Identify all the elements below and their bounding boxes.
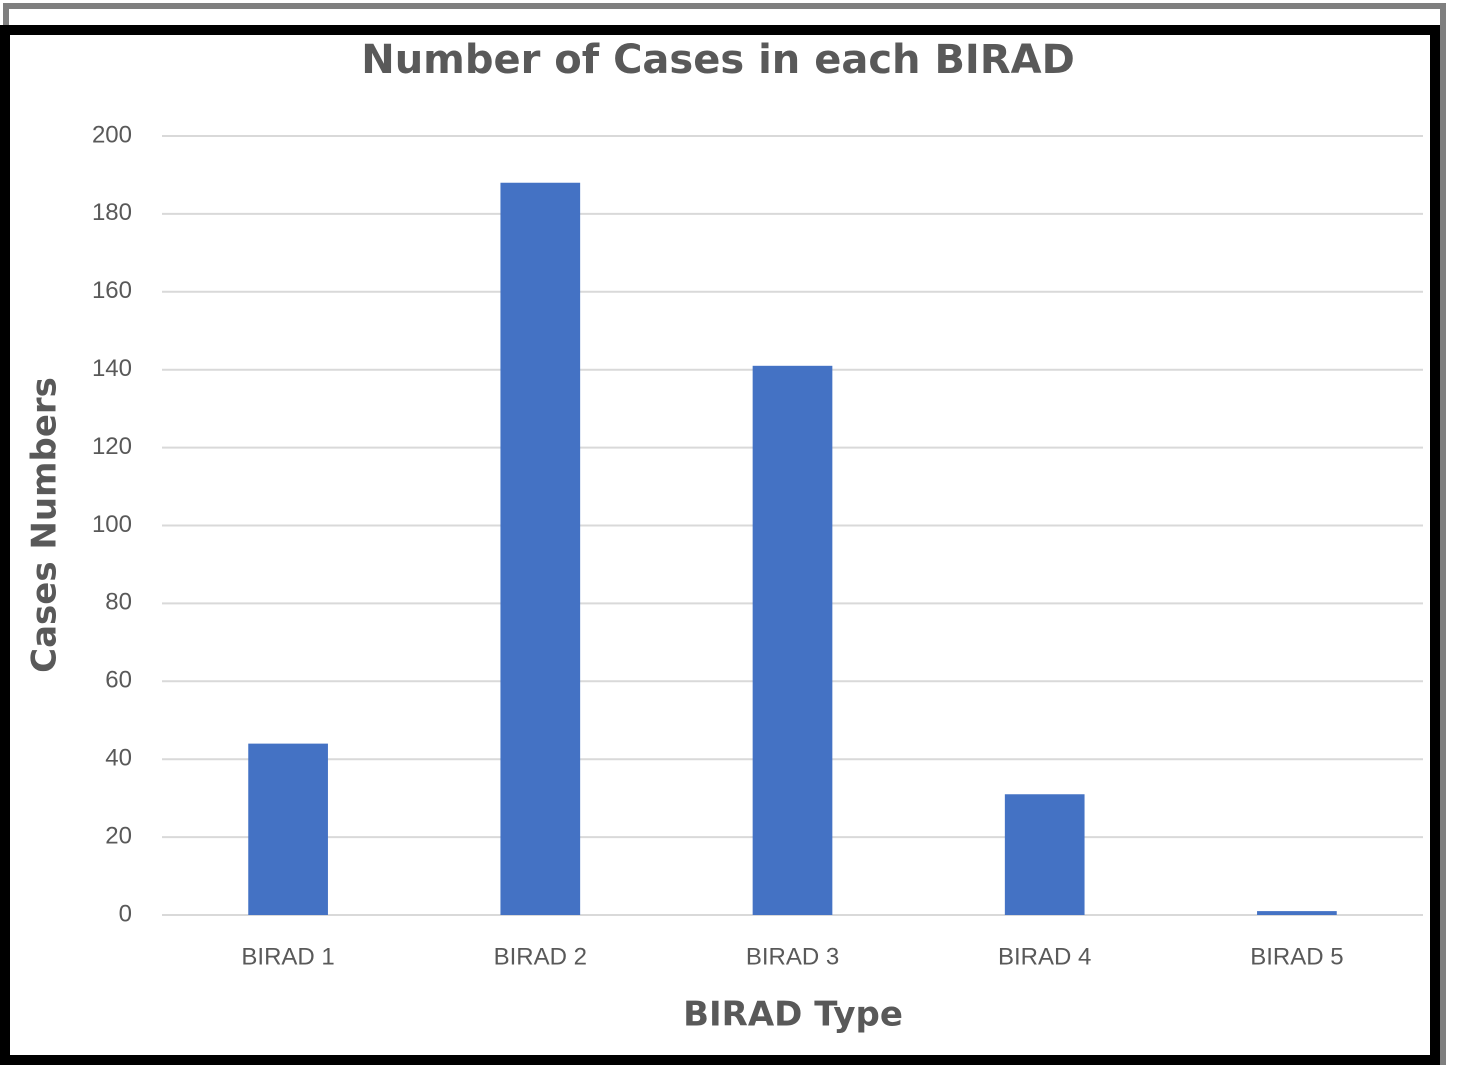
frame [0, 25, 1440, 1065]
y-tick-label: 80 [105, 589, 132, 616]
bar [500, 182, 581, 916]
bar [1004, 794, 1085, 915]
y-tick-label: 100 [92, 511, 132, 538]
bar [752, 365, 833, 915]
y-tick-label: 120 [92, 433, 132, 460]
y-tick-label: 140 [92, 355, 132, 382]
x-tick-label: BIRAD 3 [746, 943, 839, 970]
y-tick-label: 20 [105, 822, 132, 849]
x-tick-label: BIRAD 1 [241, 943, 334, 970]
bar [248, 743, 328, 915]
x-tick-label: BIRAD 2 [494, 943, 587, 970]
y-tick-label: 160 [92, 277, 132, 304]
chart-title: Number of Cases in each BIRAD [361, 37, 1075, 83]
bar [1257, 911, 1337, 915]
x-tick-label: BIRAD 4 [998, 943, 1091, 970]
y-tick-label: 180 [92, 199, 132, 226]
x-tick-label: BIRAD 5 [1250, 943, 1343, 970]
y-tick-label: 60 [105, 667, 132, 694]
y-tick-label: 0 [119, 900, 132, 927]
y-tick-label: 200 [92, 121, 132, 148]
y-axis-title: Cases Numbers [25, 377, 65, 673]
x-axis-title: BIRAD Type [683, 995, 903, 1035]
y-tick-label: 40 [105, 745, 132, 772]
